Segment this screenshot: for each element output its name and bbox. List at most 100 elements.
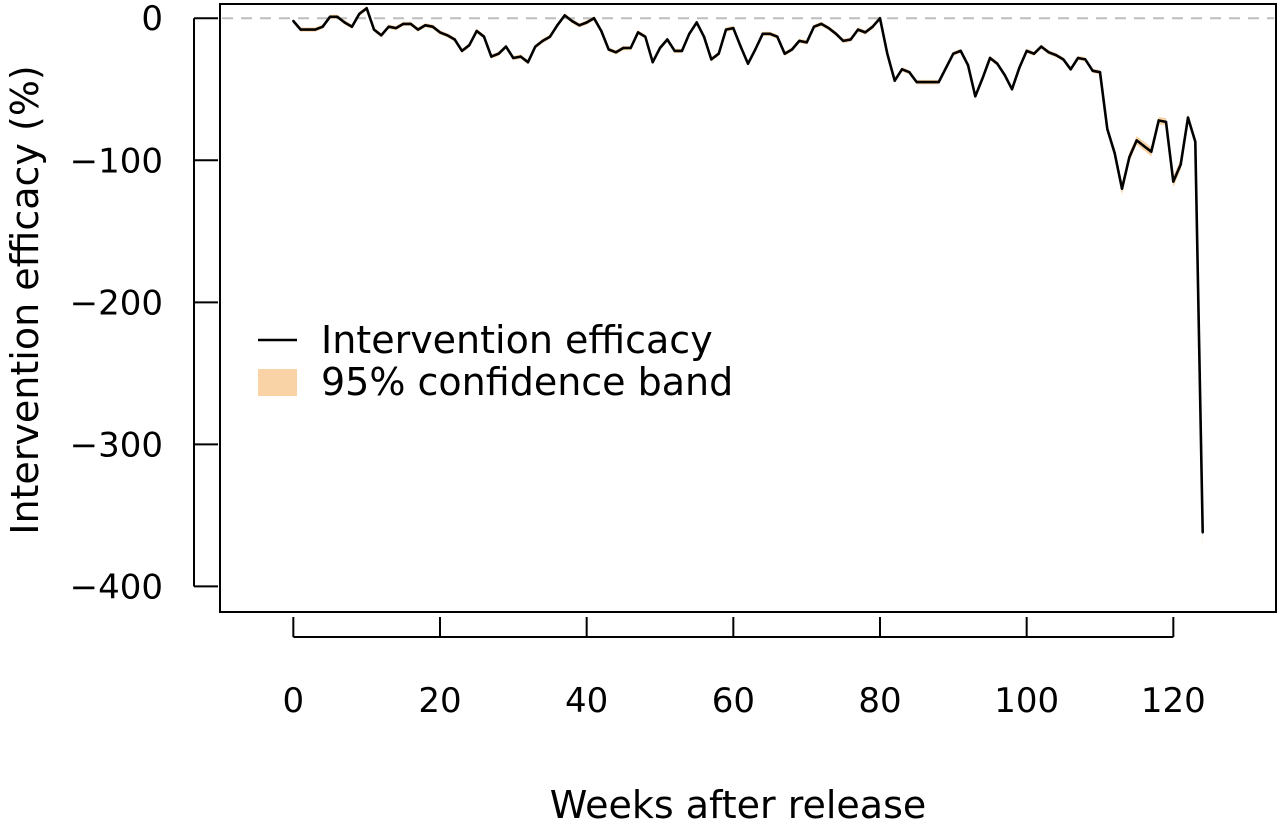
legend-label: 95% confidence band — [321, 360, 733, 404]
x-axis: 0 20 40 60 80 100 120 — [283, 617, 1206, 721]
y-tick-label: −100 — [70, 141, 163, 181]
data-point-106 — [1069, 68, 1072, 71]
data-point-56 — [702, 35, 706, 38]
data-point-108 — [1084, 58, 1087, 61]
x-tick-label: 100 — [994, 681, 1059, 721]
data-point-72 — [820, 22, 823, 26]
data-point-43 — [607, 48, 610, 51]
data-point-110 — [1098, 71, 1102, 74]
data-point-66 — [776, 35, 779, 38]
data-point-50 — [658, 46, 662, 50]
data-point-15 — [402, 22, 405, 26]
data-point-63 — [754, 48, 757, 51]
data-point-71 — [812, 25, 816, 28]
data-point-13 — [387, 25, 390, 28]
data-point-22 — [453, 38, 456, 41]
data-point-52 — [673, 49, 676, 53]
data-point-12 — [380, 34, 383, 37]
data-point-8 — [350, 25, 354, 28]
data-point-6 — [336, 15, 339, 18]
data-point-59 — [724, 28, 728, 31]
data-point-51 — [666, 38, 669, 41]
data-point-111 — [1106, 127, 1109, 131]
data-point-67 — [783, 52, 786, 55]
data-point-112 — [1113, 152, 1116, 155]
data-point-120 — [1172, 180, 1175, 183]
data-point-96 — [996, 62, 999, 65]
data-point-29 — [504, 45, 508, 48]
data-point-76 — [849, 38, 852, 41]
x-tick-label: 40 — [565, 681, 608, 721]
data-point-4 — [321, 25, 324, 28]
data-point-18 — [424, 24, 427, 27]
data-point-16 — [409, 22, 412, 26]
data-point-5 — [328, 15, 332, 18]
data-point-11 — [372, 28, 376, 31]
data-point-89 — [944, 66, 948, 70]
data-point-115 — [1135, 139, 1138, 142]
data-point-81 — [886, 52, 889, 55]
data-point-86 — [922, 80, 926, 84]
data-point-3 — [314, 28, 317, 31]
data-point-73 — [827, 26, 830, 30]
data-point-93 — [974, 95, 977, 98]
data-point-101 — [1032, 52, 1036, 55]
data-point-70 — [805, 41, 808, 44]
data-point-24 — [468, 44, 471, 47]
data-point-37 — [563, 14, 566, 17]
data-point-78 — [864, 31, 867, 34]
data-point-9 — [358, 12, 361, 16]
data-point-102 — [1040, 45, 1043, 48]
data-point-74 — [834, 32, 838, 35]
y-tick-label: −400 — [70, 567, 163, 607]
data-point-68 — [790, 48, 794, 51]
data-point-28 — [497, 52, 500, 55]
data-point-88 — [937, 80, 940, 84]
data-point-105 — [1062, 58, 1065, 61]
data-point-2 — [306, 28, 310, 31]
data-point-90 — [952, 52, 955, 55]
x-tick-label: 80 — [858, 681, 901, 721]
data-point-107 — [1076, 56, 1080, 60]
data-point-94 — [981, 76, 984, 80]
data-point-49 — [651, 61, 654, 64]
data-point-92 — [966, 63, 970, 67]
data-point-75 — [842, 39, 845, 43]
data-point-82 — [893, 79, 896, 82]
x-tick-label: 60 — [712, 681, 755, 721]
data-point-19 — [431, 25, 434, 28]
data-point-95 — [988, 56, 992, 60]
data-point-87 — [930, 80, 933, 84]
data-point-26 — [482, 35, 486, 38]
data-point-104 — [1054, 53, 1058, 57]
data-point-84 — [908, 71, 911, 74]
data-point-42 — [600, 29, 603, 33]
data-point-48 — [644, 35, 647, 38]
data-point-0 — [292, 19, 295, 23]
series-line-layer — [292, 7, 1204, 534]
y-axis: 0 −100 −200 −300 −400 — [70, 0, 218, 607]
data-point-32 — [526, 61, 530, 64]
data-point-79 — [871, 25, 874, 28]
x-axis-title: Weeks after release — [550, 783, 927, 827]
data-point-60 — [732, 26, 735, 30]
plot-frame — [219, 3, 1277, 613]
data-point-97 — [1003, 73, 1006, 77]
data-point-55 — [695, 21, 698, 24]
data-point-57 — [710, 58, 713, 61]
data-point-65 — [768, 32, 772, 35]
x-tick-label: 20 — [418, 681, 461, 721]
data-point-1 — [299, 28, 302, 31]
data-point-62 — [746, 62, 750, 65]
data-point-10 — [365, 7, 368, 10]
data-point-31 — [519, 55, 522, 58]
data-point-25 — [475, 29, 478, 33]
legend-label: Intervention efficacy — [321, 318, 713, 362]
data-point-119 — [1164, 120, 1168, 124]
data-point-23 — [460, 49, 464, 53]
y-tick-label: −200 — [70, 283, 163, 323]
data-point-113 — [1120, 187, 1124, 190]
